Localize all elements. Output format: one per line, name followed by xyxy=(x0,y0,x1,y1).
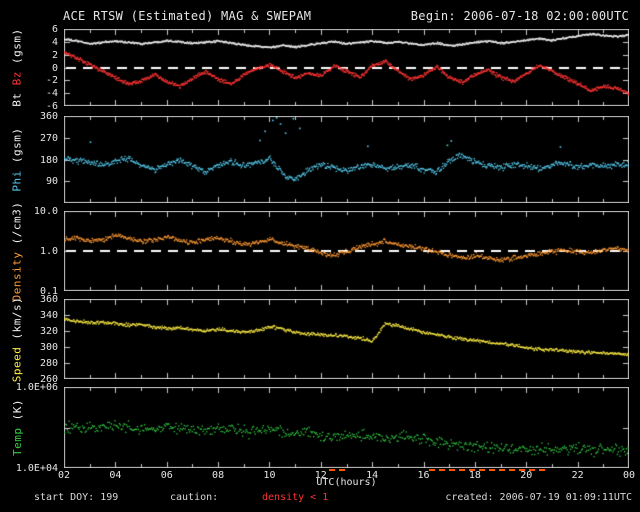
caution-label: caution: xyxy=(170,492,219,503)
ylabel-part: (gsm) xyxy=(10,28,24,64)
xtick-label: 06 xyxy=(160,470,173,481)
panel-temp-canvas xyxy=(64,387,629,468)
ytick-label-mag: 0 xyxy=(51,62,58,74)
caution-marker xyxy=(328,469,347,471)
ytick-label-mag: 4 xyxy=(51,36,58,48)
panel-temp-ylabel-text: Temp (K) xyxy=(11,399,24,456)
xtick-label: 08 xyxy=(212,470,225,481)
xtick-label: 00 xyxy=(622,470,636,481)
ytick-label-mag: 6 xyxy=(51,24,58,35)
ylabel-part: Temp xyxy=(10,427,24,457)
xaxis-label: UTC(hours) xyxy=(316,477,377,488)
xtick-label: 12 xyxy=(314,470,327,481)
created-timestamp: created: 2006-07-19 01:09:11UTC xyxy=(445,492,632,503)
ytick-label-phi: 90 xyxy=(45,176,58,188)
panel-speed-canvas xyxy=(64,299,629,379)
ylabel-part: Phi xyxy=(10,170,24,192)
panel-mag-canvas xyxy=(64,29,629,106)
ytick-label-temp: 1.0E+06 xyxy=(15,382,58,393)
ylabel-part: (/cm3) xyxy=(10,201,24,244)
panel-temp-ylabel: Temp (K) xyxy=(2,387,32,468)
ylabel-part: Bz xyxy=(10,71,24,86)
ylabel-part: (gsm) xyxy=(10,127,24,164)
ytick-label-speed: 300 xyxy=(39,342,58,353)
ylabel-part: Speed xyxy=(10,346,24,382)
caution-value: density < 1 xyxy=(262,492,329,503)
xtick-label: 22 xyxy=(571,470,584,481)
ytick-label-density: 0.1 xyxy=(39,286,58,297)
ytick-label-mag: -6 xyxy=(45,101,58,112)
ytick-label-speed: 360 xyxy=(39,294,58,305)
panel-density-canvas xyxy=(64,211,629,291)
ytick-label-speed: 260 xyxy=(39,374,58,385)
xtick-label: 10 xyxy=(263,470,276,481)
ytick-label-mag: -4 xyxy=(45,88,58,100)
ytick-label-density: 10.0 xyxy=(33,206,58,217)
caution-marker xyxy=(428,469,550,471)
ytick-label-phi: 270 xyxy=(39,132,58,144)
ylabel-part: (km/s) xyxy=(10,296,24,339)
panel-density-ylabel-text: Density (/cm3) xyxy=(11,201,24,301)
panel-mag-ylabel: Bt Bz (gsm) xyxy=(2,28,32,106)
panel-mag-ylabel-text: Bt Bz (gsm) xyxy=(11,28,24,106)
xtick-label: 02 xyxy=(57,470,71,481)
panel-speed-ylabel: Speed (km/s) xyxy=(2,296,32,382)
xtick-label: 20 xyxy=(520,470,533,481)
ylabel-part: Bt xyxy=(10,92,24,107)
xtick-label: 16 xyxy=(417,470,430,481)
xtick-label: 18 xyxy=(468,470,481,481)
ytick-label-phi: 360 xyxy=(39,111,58,122)
xtick-label: 14 xyxy=(366,470,379,481)
ytick-label-speed: 280 xyxy=(39,358,58,369)
panel-phi-canvas xyxy=(64,116,629,203)
ytick-label-speed: 320 xyxy=(39,326,58,337)
ytick-label-temp: 1.0E+04 xyxy=(15,463,58,474)
panel-speed-ylabel-text: Speed (km/s) xyxy=(11,296,24,382)
panel-density-ylabel: Density (/cm3) xyxy=(2,201,32,301)
ylabel-part: (K) xyxy=(10,399,24,421)
start-doy-label: start DOY: 199 xyxy=(34,492,119,503)
panel-phi-ylabel-text: Phi (gsm) xyxy=(11,127,24,191)
ytick-label-speed: 340 xyxy=(39,310,58,321)
xtick-label: 04 xyxy=(109,470,122,481)
ytick-label-phi: 180 xyxy=(39,154,58,166)
ytick-label-density: 1.0 xyxy=(39,246,58,257)
panel-phi-ylabel: Phi (gsm) xyxy=(2,116,32,203)
begin-timestamp: Begin: 2006-07-18 02:00:00UTC xyxy=(410,9,629,23)
plot-title: ACE RTSW (Estimated) MAG & SWEPAM xyxy=(63,9,312,23)
ytick-label-mag: 2 xyxy=(51,49,58,61)
ytick-label-mag: -2 xyxy=(45,75,58,87)
